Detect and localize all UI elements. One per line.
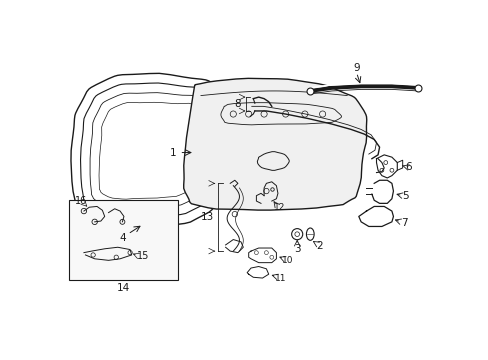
Text: 15: 15: [137, 252, 149, 261]
PathPatch shape: [183, 78, 366, 210]
Text: 10: 10: [282, 256, 293, 265]
Text: 11: 11: [274, 274, 285, 283]
Text: 2: 2: [316, 241, 322, 251]
Text: 13: 13: [200, 212, 213, 222]
Text: 1: 1: [169, 148, 176, 158]
Text: 7: 7: [400, 217, 407, 228]
Text: 4: 4: [119, 233, 125, 243]
Text: 12: 12: [273, 203, 285, 212]
FancyBboxPatch shape: [68, 199, 178, 280]
Text: 16: 16: [75, 196, 87, 206]
Text: 5: 5: [402, 192, 408, 202]
Text: 3: 3: [293, 244, 300, 254]
Text: 8: 8: [234, 99, 241, 109]
Text: 6: 6: [405, 162, 411, 172]
Text: 14: 14: [116, 283, 129, 293]
Text: 9: 9: [352, 63, 359, 73]
